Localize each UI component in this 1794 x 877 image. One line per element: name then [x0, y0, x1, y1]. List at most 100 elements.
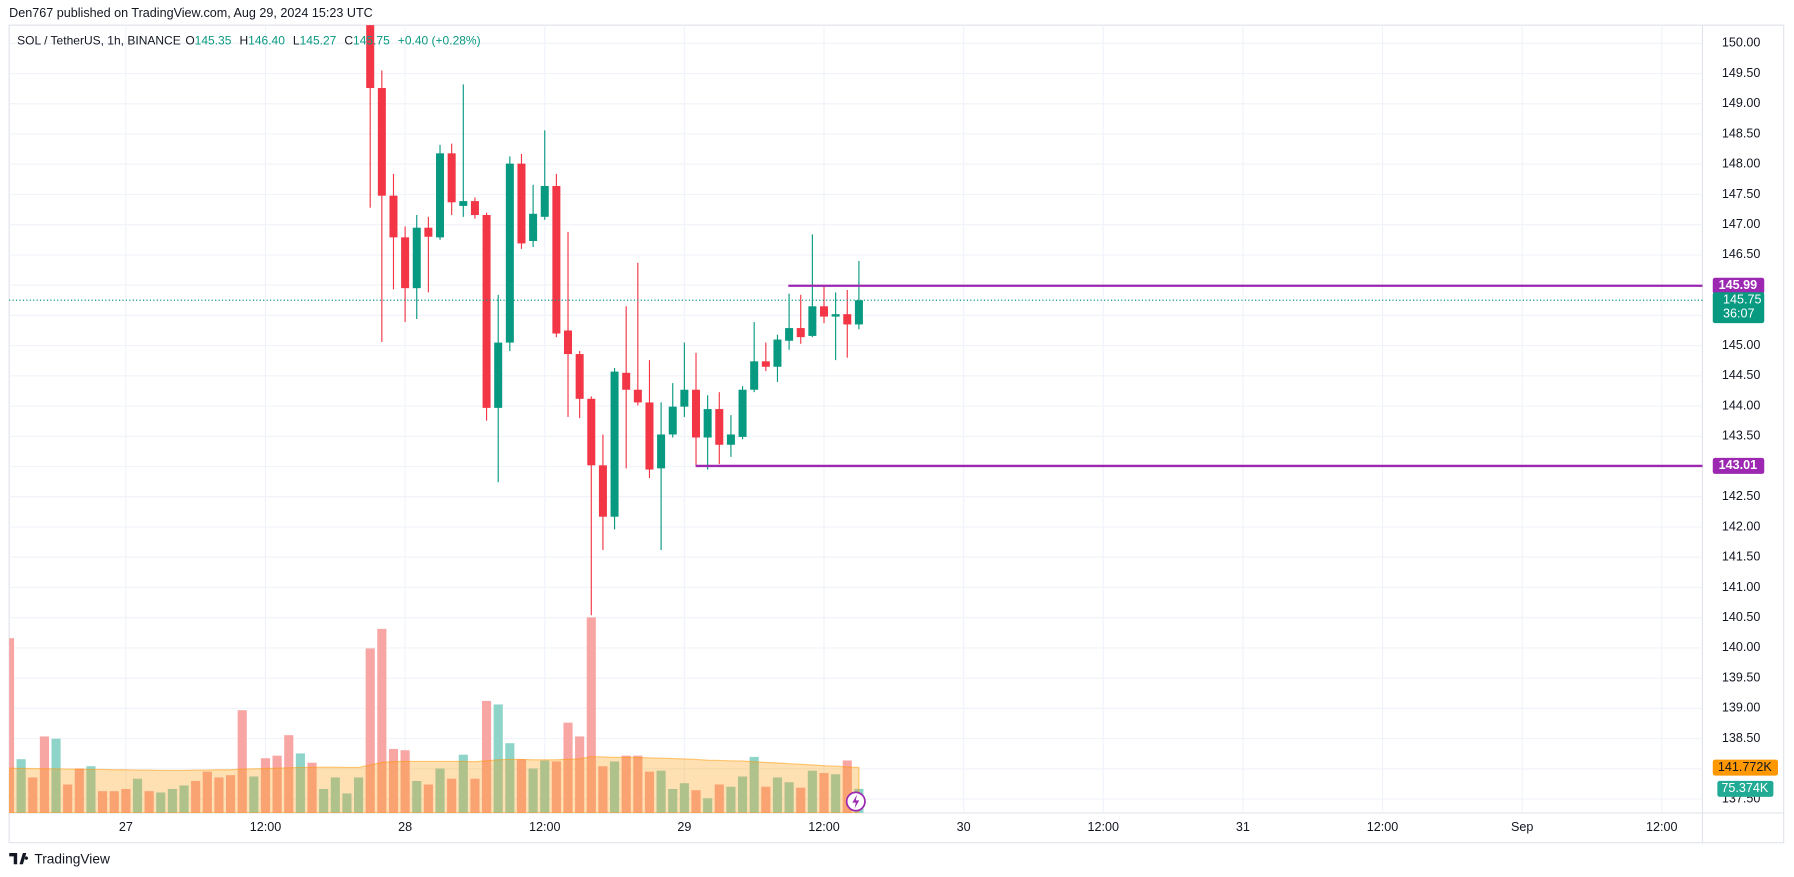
frame: [8, 24, 1785, 844]
y-tick-label: 148.50: [1722, 126, 1760, 140]
legend-letter: O: [185, 34, 195, 49]
candle-body: [773, 339, 782, 367]
y-tick-label: 138.50: [1722, 731, 1760, 745]
volume-bar: [551, 761, 561, 813]
x-tick-label: 28: [398, 820, 412, 834]
legend-value: 145.27: [299, 34, 337, 49]
candle-body: [657, 434, 666, 469]
x-tick-label: 31: [1236, 820, 1250, 834]
volume-bar: [598, 766, 608, 813]
volume-bar: [272, 755, 282, 813]
y-tick-label: 142.00: [1722, 519, 1760, 533]
y-tick-label: 150.00: [1722, 36, 1760, 50]
replay-icon[interactable]: [845, 791, 866, 812]
volume-bar: [214, 777, 224, 813]
y-tick-label: 144.50: [1722, 368, 1760, 382]
y-tick-label: 147.00: [1722, 217, 1760, 231]
volume-bar: [330, 777, 340, 813]
candle-body: [552, 185, 561, 334]
y-tick-label: 147.50: [1722, 187, 1760, 201]
volume-bar: [679, 783, 689, 813]
volume-ma-label: 141.772K: [1718, 760, 1772, 774]
candle-body: [517, 163, 526, 244]
candle-body: [622, 372, 631, 390]
volume-bar: [319, 788, 329, 813]
volume-bar: [249, 776, 259, 813]
y-tick-label: 149.50: [1722, 66, 1760, 80]
candle-body: [831, 314, 840, 317]
candle-body: [843, 314, 852, 325]
volume-bar: [656, 770, 666, 813]
volume-bar: [353, 777, 364, 813]
volume-bar: [528, 768, 538, 813]
volume-bar: [447, 778, 457, 813]
volume-bar: [156, 792, 166, 813]
candle-body: [470, 201, 479, 216]
x-tick-label: 12:00: [1367, 820, 1398, 834]
countdown: 36:07: [1723, 306, 1754, 320]
volume-bar: [691, 790, 701, 813]
volume-bar: [516, 759, 527, 813]
volume-bar: [28, 777, 38, 813]
volume-bar: [51, 738, 61, 813]
volume-bar: [132, 778, 143, 813]
symbol: SOL / TetherUS, 1h, BINANCE: [17, 34, 181, 49]
volume-bar: [191, 780, 201, 813]
candle-body: [819, 306, 829, 317]
volume-bar: [668, 788, 678, 813]
y-tick-label: 139.50: [1722, 670, 1760, 684]
volume-bar: [761, 786, 771, 813]
last-price-label: 145.75: [1723, 293, 1761, 307]
volume-bar: [284, 735, 294, 813]
volume-label: 75.374K: [1721, 781, 1768, 795]
x-tick-label: Sep: [1511, 820, 1533, 834]
volume-bar: [167, 788, 177, 813]
volume-bar: [109, 791, 119, 813]
candle-body: [366, 25, 375, 89]
brand: TradingView: [34, 850, 110, 867]
volume-bar: [470, 778, 480, 813]
volume-bar: [388, 748, 399, 813]
volume-bar: [749, 756, 759, 813]
candle-body: [564, 330, 573, 355]
volume-bar: [9, 638, 15, 813]
brand-logo: [9, 852, 29, 865]
volume-bar: [540, 760, 550, 813]
legend-letter: H: [239, 34, 249, 49]
volume-bar: [423, 784, 433, 813]
x-tick-label: 12:00: [1088, 820, 1119, 834]
volume-bar: [644, 771, 655, 813]
volume-bar: [772, 777, 783, 813]
footer: TradingView: [9, 851, 110, 867]
y-tick-label: 143.50: [1722, 429, 1760, 443]
volume-bar: [505, 743, 515, 813]
y-tick-label: 149.00: [1722, 96, 1760, 110]
candle-body: [715, 409, 724, 445]
volume-bar: [831, 774, 841, 813]
candle-body: [424, 227, 433, 237]
volume-bar: [121, 788, 131, 813]
volume-bar: [295, 753, 305, 813]
volume-bar: [575, 736, 585, 813]
volume-bar: [842, 760, 852, 813]
volume-bar: [342, 793, 352, 813]
candle-body: [633, 389, 642, 403]
y-tick-label: 140.00: [1722, 640, 1760, 654]
volume-bar: [726, 786, 736, 813]
candle-body: [389, 195, 398, 238]
candle-body: [785, 328, 794, 341]
volume-ma-area: [9, 756, 860, 813]
candle-body: [494, 342, 503, 408]
candle-body: [692, 389, 701, 438]
volume-bar: [63, 784, 73, 813]
volume-bar: [226, 775, 236, 813]
volume-bar: [260, 758, 271, 813]
candle-body: [854, 300, 863, 325]
candle-body: [598, 465, 607, 517]
volume-bar: [737, 776, 748, 813]
x-tick-label: 12:00: [529, 820, 560, 834]
legend: SOL / TetherUS, 1h, BINANCE O145.35 H146…: [17, 34, 484, 48]
volume-bar: [365, 648, 375, 813]
